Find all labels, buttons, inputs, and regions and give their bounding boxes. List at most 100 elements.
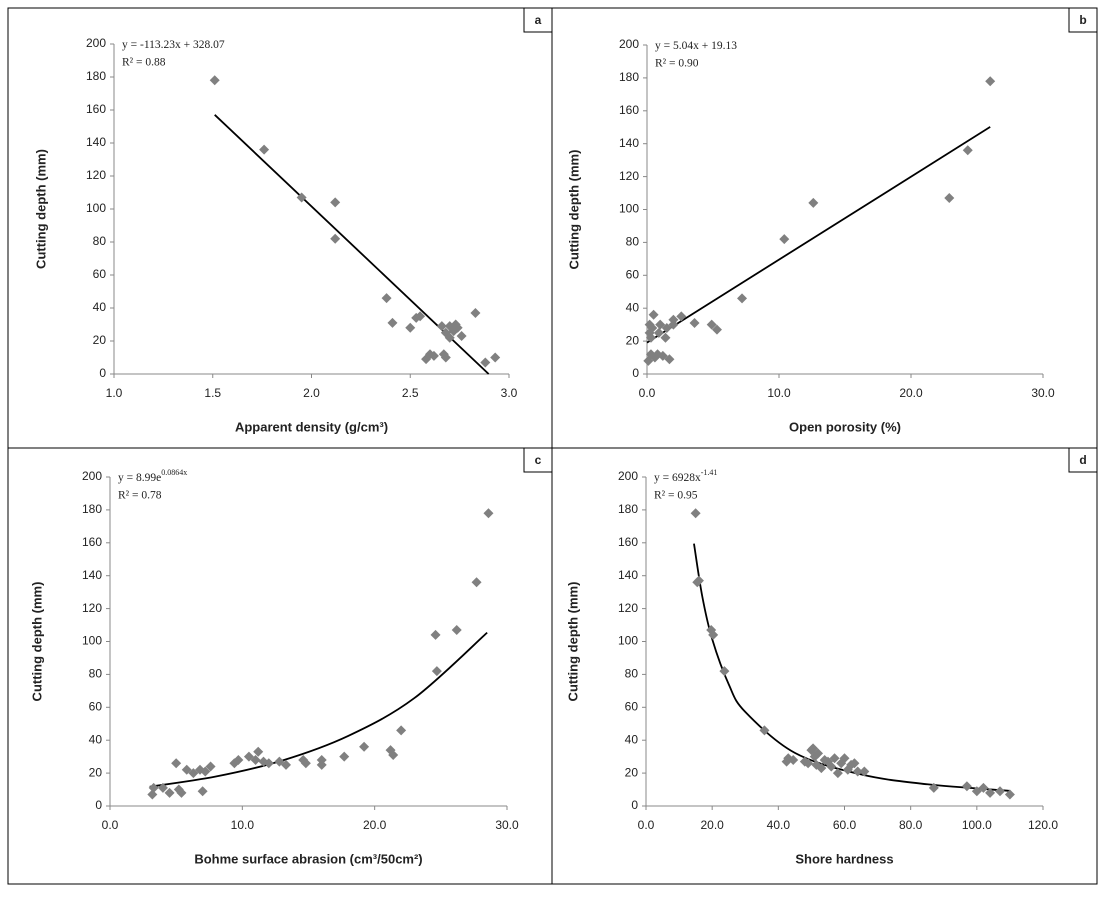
x-axis-title: Bohme surface abrasion (cm³/50cm²): [194, 851, 422, 866]
data-point: [381, 293, 392, 304]
data-point: [490, 352, 501, 363]
y-tick-label: 120: [619, 169, 639, 183]
data-point: [648, 309, 659, 320]
y-tick-label: 0: [95, 798, 102, 812]
data-point: [250, 754, 261, 765]
data-point: [668, 314, 679, 325]
data-point: [826, 761, 837, 772]
data-point: [200, 766, 211, 777]
x-tick-label: 1.0: [106, 386, 123, 400]
y-tick-label: 140: [82, 568, 102, 582]
data-point: [176, 787, 187, 798]
x-tick-label: 100.0: [962, 818, 992, 832]
data-point: [994, 786, 1005, 797]
y-tick-label: 160: [618, 535, 638, 549]
x-tick-label: 20.0: [899, 386, 923, 400]
data-point: [803, 758, 814, 769]
data-point: [171, 758, 182, 769]
data-point: [396, 725, 407, 736]
x-tick-label: 30.0: [495, 818, 519, 832]
data-point: [676, 311, 687, 322]
data-point: [428, 350, 439, 361]
data-point: [985, 76, 996, 87]
data-point: [779, 234, 790, 245]
y-tick-label: 140: [86, 135, 106, 149]
y-tick-label: 60: [93, 267, 107, 281]
data-point: [985, 787, 996, 798]
r-squared: R² = 0.90: [655, 58, 699, 70]
data-point: [928, 782, 939, 793]
panel-letter-box: [523, 7, 553, 33]
data-point: [197, 786, 208, 797]
y-tick-label: 0: [99, 366, 106, 380]
x-tick-label: 40.0: [767, 818, 791, 832]
y-tick-label: 80: [93, 234, 107, 248]
x-tick-label: 0.0: [638, 818, 655, 832]
y-tick-label: 180: [82, 502, 102, 516]
equation-text: y = -113.23x + 328.07: [122, 39, 225, 51]
y-tick-label: 120: [86, 168, 106, 182]
y-axis-title: Cutting depth (mm): [565, 582, 580, 702]
data-point: [645, 349, 656, 360]
y-tick-label: 60: [89, 699, 103, 713]
y-tick-label: 20: [626, 333, 640, 347]
data-point: [961, 781, 972, 792]
x-axis-title: Open porosity (%): [789, 419, 901, 434]
y-tick-label: 20: [93, 333, 107, 347]
trendline: [149, 631, 488, 788]
data-point: [664, 354, 675, 365]
data-point: [737, 293, 748, 304]
data-point: [978, 782, 989, 793]
data-point: [788, 754, 799, 765]
data-point: [164, 787, 175, 798]
equation-text: y = 8.99e: [118, 472, 161, 484]
y-tick-label: 100: [82, 634, 102, 648]
x-tick-label: 120.0: [1028, 818, 1058, 832]
data-point: [962, 145, 973, 156]
x-tick-label: 3.0: [501, 386, 518, 400]
data-point: [444, 332, 455, 343]
r-squared: R² = 0.88: [122, 57, 166, 69]
panel-letter-box: [1068, 7, 1098, 33]
y-tick-label: 140: [619, 136, 639, 150]
data-point: [263, 758, 274, 769]
y-tick-label: 180: [86, 69, 106, 83]
data-point: [405, 322, 416, 333]
data-point: [689, 318, 700, 329]
equation-exponent: 0.0864x: [161, 468, 187, 477]
data-point: [660, 332, 671, 343]
y-tick-label: 60: [626, 267, 640, 281]
data-point: [832, 768, 843, 779]
data-point: [852, 766, 863, 777]
data-point: [816, 763, 827, 774]
y-tick-label: 80: [89, 667, 103, 681]
data-point: [330, 197, 341, 208]
x-tick-label: 80.0: [899, 818, 923, 832]
y-tick-label: 60: [625, 699, 639, 713]
x-tick-label: 1.5: [204, 386, 221, 400]
y-tick-label: 100: [618, 634, 638, 648]
x-tick-label: 30.0: [1031, 386, 1055, 400]
data-point: [653, 327, 664, 338]
data-point: [431, 666, 442, 677]
data-point: [359, 741, 370, 752]
panel-letter: d: [1079, 453, 1086, 467]
data-point: [708, 629, 719, 640]
y-axis-title: Cutting depth (mm): [33, 149, 48, 269]
trendline: [646, 126, 991, 344]
x-tick-label: 0.0: [639, 386, 656, 400]
x-tick-label: 0.0: [102, 818, 119, 832]
equation-text: y = 6928x: [654, 472, 701, 484]
data-point: [148, 782, 159, 793]
data-point: [706, 319, 717, 330]
data-point: [296, 192, 307, 203]
x-axis-title: Shore hardness: [795, 851, 893, 866]
panel-letter-box: [1068, 447, 1098, 473]
y-tick-label: 20: [89, 765, 103, 779]
panel-frame: [551, 447, 1098, 885]
data-point: [693, 575, 704, 586]
y-axis-title: Cutting depth (mm): [29, 582, 44, 702]
data-point: [253, 746, 264, 757]
data-point: [471, 577, 482, 588]
